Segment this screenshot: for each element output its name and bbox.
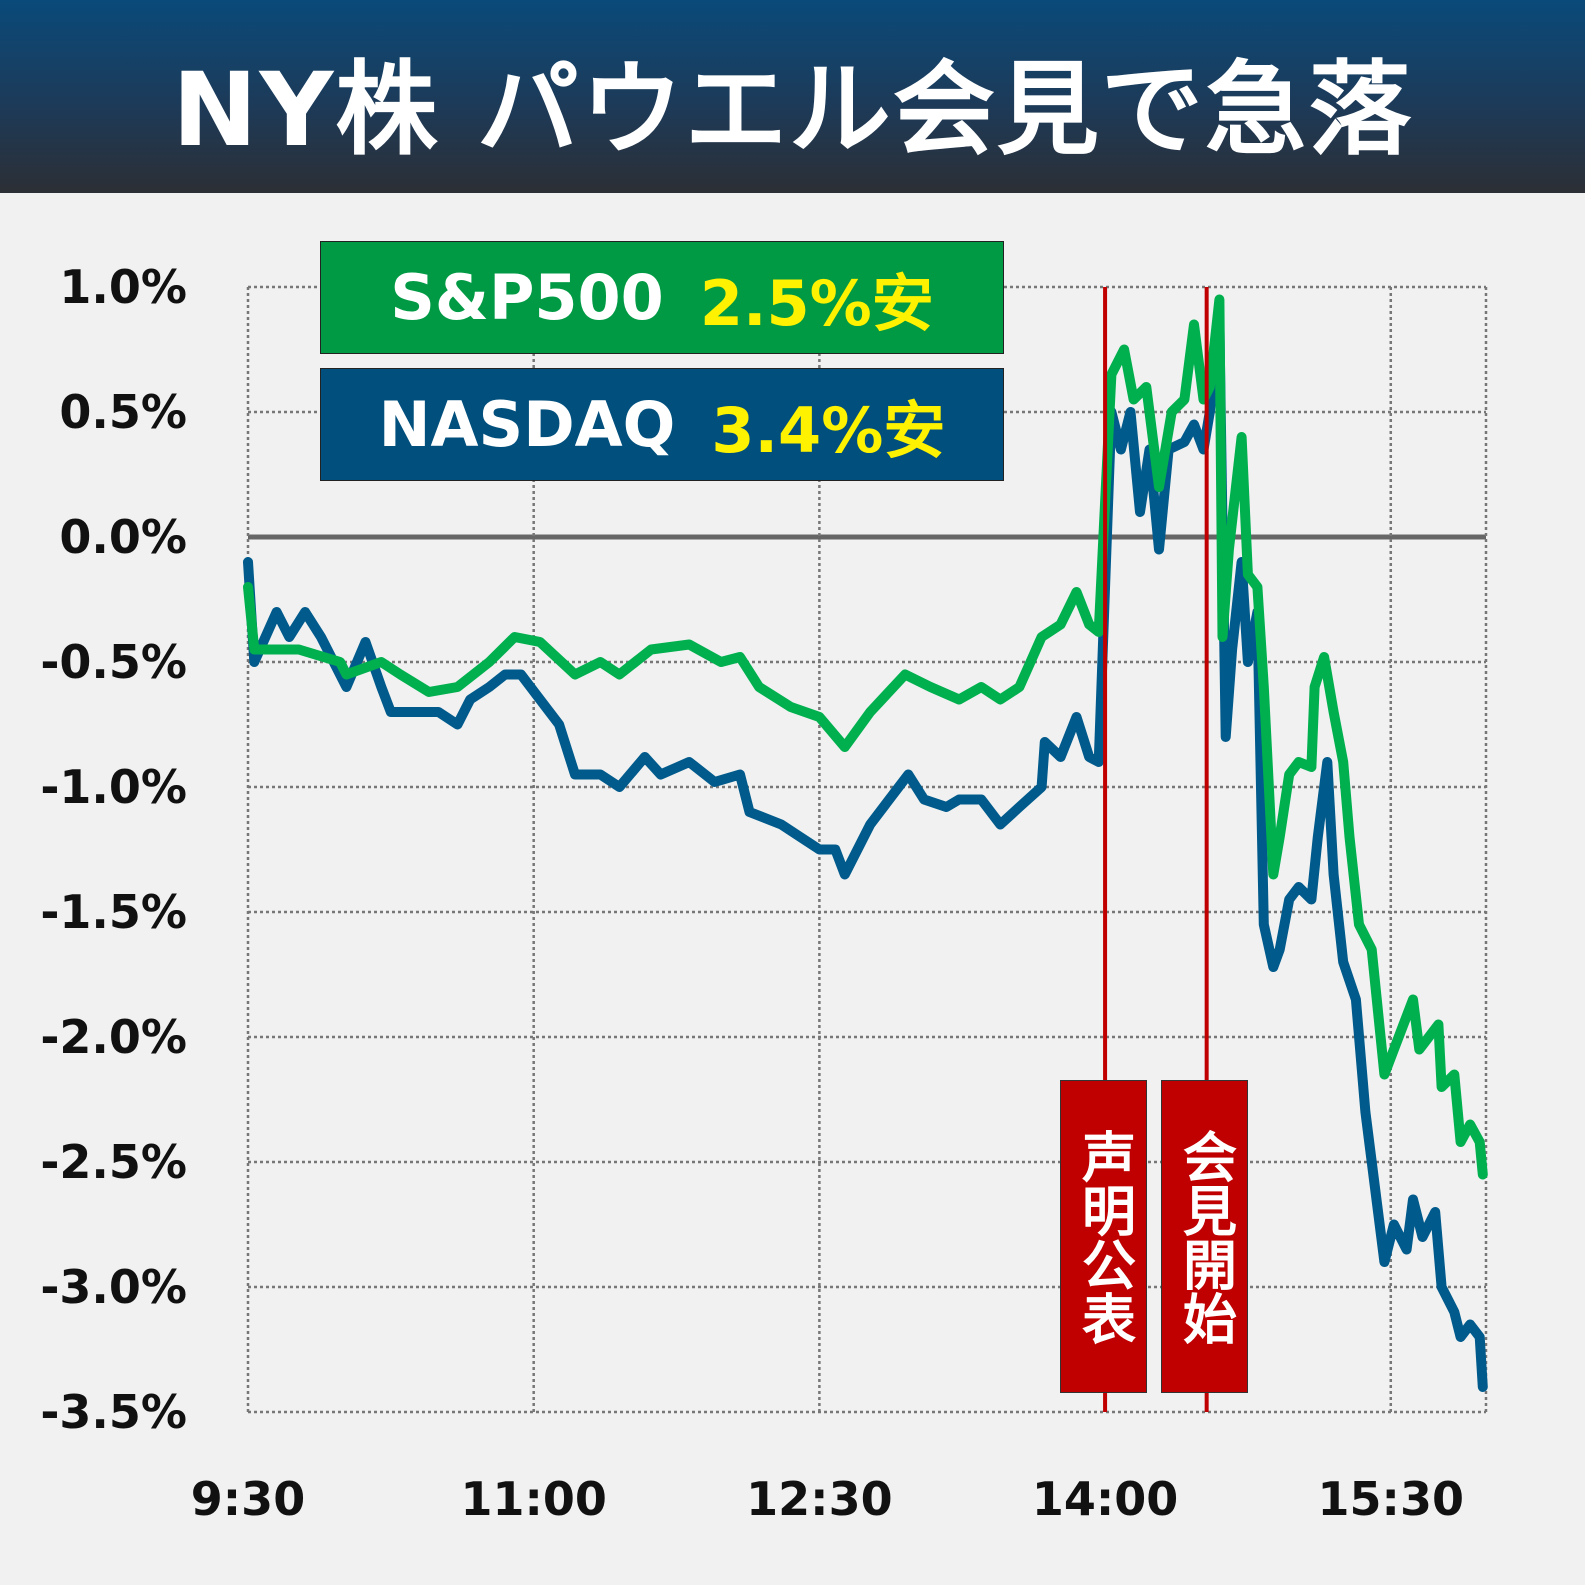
legend-nasdaq: NASDAQ 3.4%安: [320, 368, 1004, 481]
x-tick-label: 9:30: [191, 1472, 305, 1526]
legend-nasdaq-change: 3.4%安: [711, 393, 946, 467]
header-banner: NY株 パウエル会見で急落: [0, 0, 1585, 193]
y-tick-label: -1.5%: [40, 885, 187, 939]
x-tick-label: 12:30: [746, 1472, 892, 1526]
y-tick-label: -3.5%: [40, 1385, 187, 1439]
event-label-press-conference: 会見開始: [1161, 1080, 1248, 1393]
y-tick-label: -2.0%: [40, 1010, 187, 1064]
x-axis-ticks: 9:30 11:00 12:30 14:00 15:30: [191, 1472, 1464, 1526]
y-tick-label: -2.5%: [40, 1135, 187, 1189]
y-axis-ticks: 1.0% 0.5% 0.0% -0.5% -1.0% -1.5% -2.0% -2.5% -3.…: [40, 260, 187, 1439]
x-tick-label: 14:00: [1032, 1472, 1178, 1526]
y-tick-label: -1.0%: [40, 760, 187, 814]
x-tick-label: 11:00: [460, 1472, 606, 1526]
y-tick-label: 1.0%: [59, 260, 187, 314]
series-line-nasdaq: [243, 319, 1488, 1392]
legend-sp500: S&P500 2.5%安: [320, 241, 1004, 354]
x-tick-label: 15:30: [1318, 1472, 1464, 1526]
event-label-statement: 声明公表: [1060, 1080, 1147, 1393]
legend-sp500-name: S&P500: [390, 261, 664, 334]
series-lines: [243, 294, 1488, 1392]
series-line-sp500: [243, 294, 1488, 1180]
legend-nasdaq-name: NASDAQ: [378, 388, 676, 461]
y-tick-label: 0.0%: [59, 510, 187, 564]
y-tick-label: -0.5%: [40, 635, 187, 689]
y-tick-label: 0.5%: [59, 385, 187, 439]
page-title: NY株 パウエル会見で急落: [172, 51, 1413, 170]
y-tick-label: -3.0%: [40, 1260, 187, 1314]
legend-sp500-change: 2.5%安: [699, 266, 934, 340]
